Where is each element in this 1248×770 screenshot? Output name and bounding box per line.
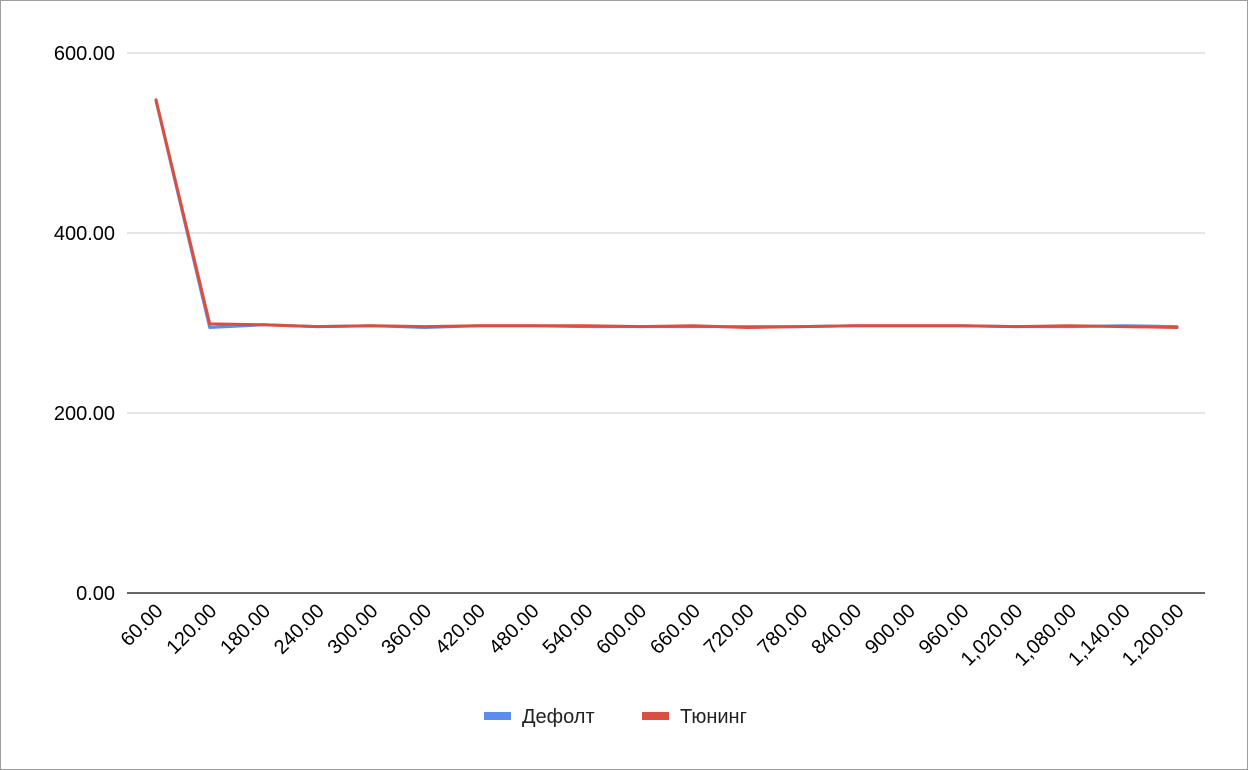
y-tick-label: 400.00 — [54, 223, 115, 245]
legend: Дефолт Тюнинг — [484, 706, 747, 728]
series-line-2 — [154, 98, 1179, 329]
x-tick-label: 480.00 — [485, 600, 544, 659]
legend-label: Дефолт — [522, 706, 595, 728]
y-tick-label: 0.00 — [76, 583, 115, 605]
x-tick-label: 180.00 — [216, 600, 275, 659]
x-tick-label: 300.00 — [324, 600, 383, 659]
x-tick-label: 900.00 — [861, 600, 920, 659]
x-tick-label: 120.00 — [162, 600, 221, 659]
gridlines — [127, 52, 1205, 414]
x-tick-label: 780.00 — [754, 600, 813, 659]
x-tick-label: 360.00 — [377, 600, 436, 659]
x-tick-label: 540.00 — [539, 600, 598, 659]
legend-label: Тюнинг — [680, 706, 747, 728]
y-axis-tick-labels: 0.00 200.00 400.00 600.00 — [54, 43, 115, 605]
legend-swatch — [484, 712, 511, 720]
x-tick-label: 420.00 — [431, 600, 490, 659]
x-tick-label: 60.00 — [117, 600, 168, 651]
series-lines — [154, 98, 1179, 329]
x-axis-tick-labels: 60.00120.00180.00240.00300.00360.00420.0… — [117, 600, 1189, 671]
legend-swatch — [642, 712, 669, 720]
x-tick-label: 660.00 — [646, 600, 705, 659]
x-tick-label: 840.00 — [807, 600, 866, 659]
y-tick-label: 600.00 — [54, 43, 115, 65]
x-tick-label: 720.00 — [700, 600, 759, 659]
y-tick-label: 200.00 — [54, 403, 115, 425]
x-tick-label: 600.00 — [592, 600, 651, 659]
series-line-1 — [154, 99, 1179, 329]
x-tick-label: 240.00 — [270, 600, 329, 659]
